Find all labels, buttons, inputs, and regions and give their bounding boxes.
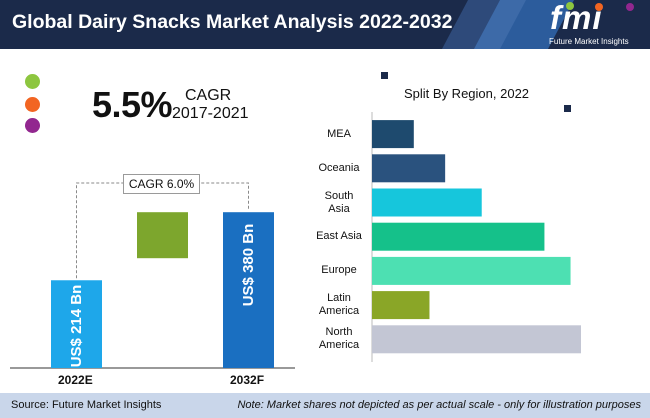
region-bar-europe <box>372 256 571 285</box>
increment-bar <box>137 212 188 259</box>
decorative-square-icon <box>564 105 571 112</box>
decorative-square-icon <box>381 72 388 79</box>
region-category-line: East Asia <box>316 230 362 243</box>
region-category-label: Europe <box>311 264 367 277</box>
region-chart-title: Split By Region, 2022 <box>404 86 530 101</box>
page-title: Global Dairy Snacks Market Analysis 2022… <box>12 11 453 33</box>
note-text: Note: Market shares not depicted as per … <box>237 399 641 411</box>
cagr-label: CAGR <box>185 87 232 104</box>
cagr-period: 2017-2021 <box>172 105 249 122</box>
bar-2022e <box>51 280 102 368</box>
region-bar-south-asia <box>372 188 482 217</box>
region-category-line: North <box>325 326 353 339</box>
purple-dot-icon <box>25 118 40 133</box>
region-category-label: Latin America <box>311 292 367 318</box>
region-bar-east-asia <box>372 222 545 251</box>
region-category-line: America <box>318 305 360 318</box>
region-category-line: America <box>318 339 360 352</box>
x-tick-label-2032: 2032F <box>230 373 265 387</box>
logo-mark: fmi <box>550 0 603 36</box>
fmi-logo: fmi Future Market Insights <box>544 0 650 49</box>
green-dot-icon <box>25 74 40 89</box>
cagr-annotation: CAGR 6.0% <box>123 174 200 194</box>
region-category-label: East Asia <box>311 230 367 243</box>
region-category-line: Asia <box>328 202 350 215</box>
logo-tagline: Future Market Insights <box>549 37 629 46</box>
orange-dot-icon <box>25 97 40 112</box>
region-category-label: South Asia <box>311 190 367 216</box>
region-bar-oceania <box>372 154 446 183</box>
x-tick-label-2022: 2022E <box>58 373 93 387</box>
region-bar-latin-america <box>372 291 430 320</box>
source-text: Source: Future Market Insights <box>11 399 162 411</box>
region-category-line: MEA <box>327 127 351 140</box>
region-category-label: North America <box>311 326 367 352</box>
logo-dot-icon <box>626 3 634 11</box>
region-bar-mea <box>372 120 414 149</box>
bar-2032f <box>223 212 274 368</box>
region-category-line: South <box>324 189 354 202</box>
logo-dot-icon <box>595 3 603 11</box>
region-category-label: MEA <box>311 128 367 141</box>
region-category-line: Oceania <box>318 161 360 174</box>
cagr-value: 5.5% <box>92 84 173 125</box>
footer-bar: Source: Future Market Insights Note: Mar… <box>0 393 650 418</box>
region-category-line: Europe <box>321 264 357 277</box>
header-banner: Global Dairy Snacks Market Analysis 2022… <box>0 0 650 49</box>
region-category-line: Latin <box>327 292 351 305</box>
region-bar-north-america <box>372 325 581 354</box>
logo-dot-icon <box>566 2 574 10</box>
region-category-label: Oceania <box>311 162 367 175</box>
